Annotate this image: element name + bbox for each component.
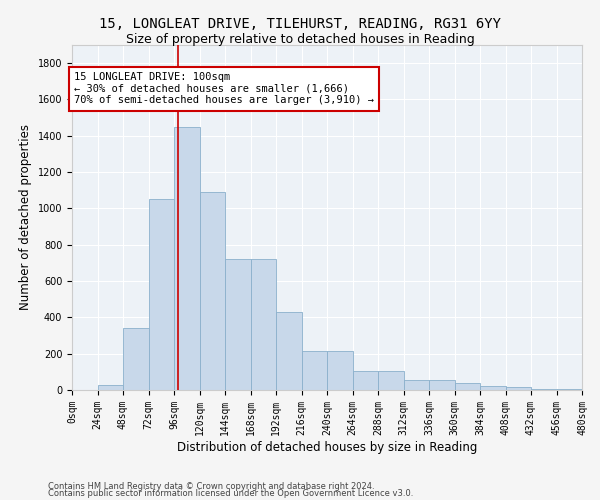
Bar (480, 386, 505, 390)
Bar (429, 380, 455, 390)
Bar (378, 371, 404, 390)
Bar (149, 200, 174, 390)
Bar (505, 388, 531, 390)
Bar (353, 371, 378, 390)
Bar (276, 312, 302, 390)
Bar (531, 389, 557, 390)
X-axis label: Distribution of detached houses by size in Reading: Distribution of detached houses by size … (177, 440, 477, 454)
Bar (302, 351, 327, 390)
Bar (327, 351, 353, 390)
Bar (174, 126, 199, 390)
Bar (123, 328, 149, 390)
Bar (97, 384, 123, 390)
Bar (251, 260, 276, 390)
Text: 15, LONGLEAT DRIVE, TILEHURST, READING, RG31 6YY: 15, LONGLEAT DRIVE, TILEHURST, READING, … (99, 18, 501, 32)
Text: Contains public sector information licensed under the Open Government Licence v3: Contains public sector information licen… (48, 489, 413, 498)
Bar (225, 260, 251, 390)
Bar (404, 380, 429, 390)
Text: Contains HM Land Registry data © Crown copyright and database right 2024.: Contains HM Land Registry data © Crown c… (48, 482, 374, 491)
Y-axis label: Number of detached properties: Number of detached properties (19, 124, 32, 310)
Bar (199, 192, 225, 390)
Text: 15 LONGLEAT DRIVE: 100sqm
← 30% of detached houses are smaller (1,666)
70% of se: 15 LONGLEAT DRIVE: 100sqm ← 30% of detac… (74, 72, 374, 106)
Text: Size of property relative to detached houses in Reading: Size of property relative to detached ho… (125, 32, 475, 46)
Bar (455, 382, 480, 390)
